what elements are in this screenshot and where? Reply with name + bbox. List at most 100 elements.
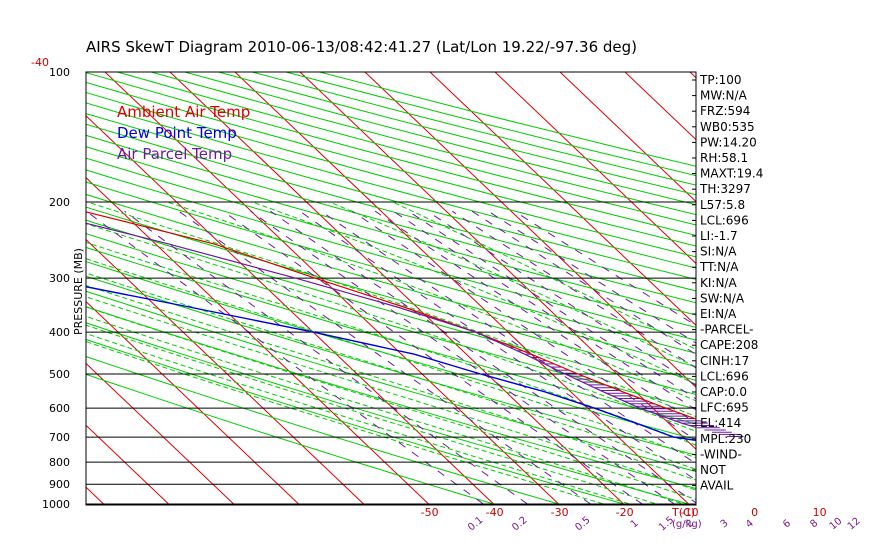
legend-item: Dew Point Temp xyxy=(117,124,237,142)
dry-adiabat-line xyxy=(86,91,696,258)
x-axis-label: T(C) xyxy=(671,506,695,519)
mixing-ratio-line xyxy=(320,210,696,465)
isotherm-line xyxy=(494,72,696,265)
moist-adiabat-line xyxy=(86,306,696,500)
isotherm-line xyxy=(86,362,235,505)
mixing-ratio-line xyxy=(178,210,593,505)
index-text: MAXT:19.4 xyxy=(700,167,763,181)
dry-adiabat-line xyxy=(86,306,696,490)
mixing-ratio-tick-label: 3 xyxy=(719,518,731,531)
chart-title: AIRS SkewT Diagram 2010-06-13/08:42:41.2… xyxy=(86,38,637,56)
isotherm-line xyxy=(86,238,365,505)
isotherm-line xyxy=(86,300,300,505)
mixing-ratio-tick-label: 2 xyxy=(684,518,696,531)
bottom-temp-tick-label: -10 xyxy=(681,506,699,519)
moist-adiabat-line xyxy=(86,223,696,432)
dry-adiabat-line xyxy=(86,219,696,395)
moist-adiabat-line xyxy=(86,296,696,491)
index-text: AVAIL xyxy=(700,479,734,493)
index-text: CAP:0.0 xyxy=(700,385,747,399)
index-text: PW:14.20 xyxy=(700,135,757,149)
index-text: RH:58.1 xyxy=(700,151,748,165)
pressure-tick-label: 900 xyxy=(49,478,70,491)
dry-adiabat-line xyxy=(86,290,696,473)
pressure-tick-label: 400 xyxy=(49,326,70,339)
bottom-temp-tick-label: -40 xyxy=(486,506,504,519)
mixing-ratio-line xyxy=(299,210,696,481)
moist-adiabat-line xyxy=(86,284,696,481)
isotherm-line xyxy=(0,72,40,505)
mixing-ratio-tick-label: 6 xyxy=(781,518,793,531)
moist-adiabat-line xyxy=(86,324,662,505)
dry-adiabat-line xyxy=(86,102,696,269)
mixing-ratio-line xyxy=(374,210,696,424)
index-text: LCL:696 xyxy=(700,213,749,227)
index-text: LFC:695 xyxy=(700,401,749,415)
moist-adiabat-line xyxy=(86,333,635,505)
y-axis-label: PRESSURE (MB) xyxy=(72,248,85,335)
moist-adiabat-line xyxy=(86,315,688,505)
index-text: -WIND- xyxy=(700,447,742,461)
dry-adiabat-line xyxy=(86,146,696,316)
index-text: CAPE:208 xyxy=(700,338,758,352)
mixing-ratio-line xyxy=(452,210,696,369)
isotherm-line xyxy=(429,72,696,327)
index-text: MPL:230 xyxy=(700,432,751,446)
dry-adiabat-line xyxy=(86,193,696,368)
mixing-ratio-line xyxy=(427,210,696,386)
sounding-curves xyxy=(86,211,696,442)
mixing-ratio-line xyxy=(270,210,696,504)
pressure-tick-label: 300 xyxy=(49,272,70,285)
dry-adiabat-line xyxy=(86,233,696,410)
dry-adiabat-line xyxy=(86,338,630,505)
legend: Ambient Air Temp Dew Point Temp Air Parcel… xyxy=(117,103,250,163)
dry-adiabat-line xyxy=(86,113,696,280)
isotherm-line xyxy=(169,72,625,505)
dry-adiabat-line xyxy=(86,134,696,304)
dry-adiabat-line xyxy=(86,356,564,505)
bottom-temp-tick-label: -30 xyxy=(551,506,569,519)
plot-frame xyxy=(85,71,697,506)
index-text: LI:-1.7 xyxy=(700,229,738,243)
moist-adiabat-line xyxy=(86,258,696,459)
index-text: SW:N/A xyxy=(700,291,745,305)
mixing-ratio-tick-label: 10 xyxy=(828,516,845,533)
background-lines xyxy=(0,72,696,505)
mixing-ratio-tick-label: 15 xyxy=(868,516,870,533)
mixing-ratio-line xyxy=(471,210,696,355)
index-text: FRZ:594 xyxy=(700,104,750,118)
index-text: LCL:696 xyxy=(700,369,749,383)
mixing-ratio-line xyxy=(86,210,486,505)
index-text: L57:5.8 xyxy=(700,198,745,212)
bottom-temp-tick-label: 0 xyxy=(751,506,758,519)
mixing-ratio-tick-label: 1 xyxy=(629,518,641,531)
mixing-ratio-line xyxy=(124,210,530,505)
isotherm-line xyxy=(86,177,430,505)
index-text: EI:N/A xyxy=(700,307,737,321)
index-text: MW:N/A xyxy=(700,89,748,103)
dew-point-templine xyxy=(86,286,696,442)
pressure-tick-label: 600 xyxy=(49,402,70,415)
moist-adiabat-line xyxy=(252,201,696,385)
legend-item: Ambient Air Temp xyxy=(117,103,250,121)
isotherm-line xyxy=(86,424,170,505)
pressure-tick-label: 500 xyxy=(49,368,70,381)
mixing-ratio-tick-label: 0.5 xyxy=(573,515,592,534)
mixing-ratio-unit: (g/kg) xyxy=(672,519,702,530)
dry-adiabat-line xyxy=(86,275,696,456)
cape-hatching xyxy=(485,336,744,438)
mixing-ratio-line xyxy=(408,210,696,400)
pressure-tick-label: 200 xyxy=(49,196,70,209)
index-text: TH:3297 xyxy=(699,182,751,196)
dry-adiabat-line xyxy=(86,169,696,341)
index-text: WB0:535 xyxy=(700,120,755,134)
plot-border xyxy=(85,71,697,506)
mixing-ratio-tick-label: 0.2 xyxy=(510,515,529,534)
dry-adiabat-line xyxy=(86,261,696,440)
pressure-tick-label: 1000 xyxy=(42,498,70,511)
dry-adiabat-line xyxy=(184,72,696,206)
mixing-ratio-line xyxy=(352,210,696,441)
top-temp-tick-label: -40 xyxy=(31,56,49,69)
index-text: EL:414 xyxy=(700,416,741,430)
index-text: CINH:17 xyxy=(700,354,749,368)
